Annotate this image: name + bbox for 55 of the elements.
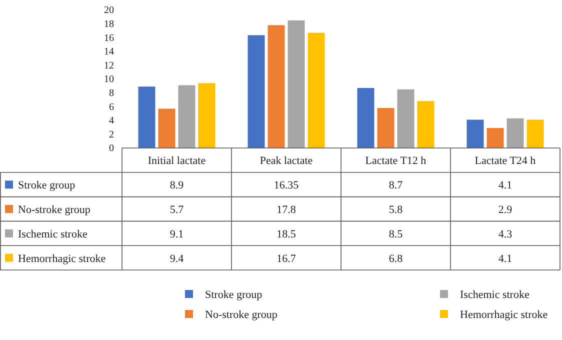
x-tick-label: Initial lactate — [148, 155, 206, 168]
y-tick-label: 18 — [104, 19, 114, 30]
data-label: 4.1 — [498, 252, 512, 265]
y-tick-label: 2 — [109, 129, 114, 140]
data-label: 6.8 — [388, 252, 404, 265]
data-label: 9.1 — [170, 228, 184, 240]
bar — [486, 128, 504, 148]
data-label: 9.4 — [170, 252, 184, 265]
y-tick-label: 4 — [109, 116, 114, 127]
data-label: 4.3 — [498, 228, 513, 240]
bar — [178, 85, 196, 148]
data-label: 16.7 — [276, 252, 296, 265]
legend-label: Hemorrhagic stroke — [18, 252, 106, 265]
bar — [308, 32, 325, 148]
y-tick-label: 8 — [109, 88, 114, 99]
legend-label: Stroke group — [18, 180, 76, 192]
bar — [506, 118, 524, 148]
x-tick-label: Lactate T12 h — [365, 155, 427, 168]
y-tick-label: 14 — [104, 46, 114, 58]
bar — [526, 120, 544, 148]
data-label: 16.35 — [274, 180, 300, 192]
data-label: 8.5 — [388, 228, 404, 240]
data-label: 5.7 — [170, 204, 184, 216]
bar — [158, 108, 176, 148]
y-tick-label: 10 — [104, 74, 114, 86]
bar — [248, 35, 265, 148]
legend-label: No-stroke group — [18, 204, 91, 216]
x-tick-label: Peak lactate — [260, 155, 313, 168]
bar — [357, 88, 374, 148]
data-label: 5.8 — [388, 204, 404, 216]
data-label: 8.9 — [170, 180, 184, 192]
data-label: 8.7 — [388, 180, 404, 192]
x-tick-label: Lactate T24 h — [474, 155, 536, 168]
y-tick-label: 0 — [109, 143, 114, 154]
bar — [268, 25, 285, 148]
data-label: 18.5 — [276, 228, 296, 240]
bar — [198, 83, 216, 148]
y-tick-label: 16 — [104, 32, 114, 44]
legend-label: Ischemic stroke — [18, 228, 88, 240]
data-label: 17.8 — [276, 204, 296, 216]
bar — [377, 108, 394, 148]
data-label: 2.9 — [498, 204, 513, 216]
text: Stroke group — [205, 289, 262, 301]
y-tick-label: 20 — [104, 5, 114, 16]
bar — [397, 89, 414, 148]
bar — [288, 20, 305, 148]
bar — [417, 101, 434, 148]
bar — [138, 86, 156, 148]
y-tick-label: 12 — [104, 60, 114, 72]
bar — [466, 120, 484, 148]
text: No-stroke group — [205, 309, 278, 321]
data-label: 4.1 — [498, 180, 512, 192]
text: Ischemic stroke — [460, 289, 530, 301]
y-tick-label: 6 — [109, 102, 114, 113]
text: Hemorrhagic stroke — [460, 309, 548, 321]
